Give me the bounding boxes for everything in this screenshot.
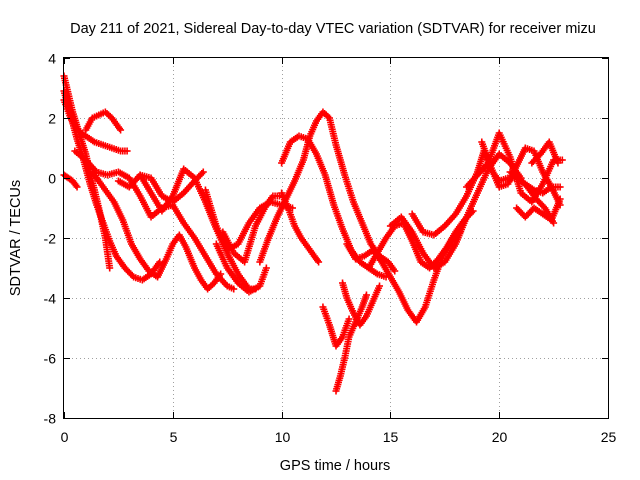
y-tick-label: 0 xyxy=(48,171,56,187)
series-arc-24 xyxy=(478,138,564,209)
y-tick-label: 2 xyxy=(48,111,56,127)
plus-marker xyxy=(106,264,114,272)
plus-marker xyxy=(376,282,384,290)
series-arc-18 xyxy=(339,279,384,329)
plus-marker xyxy=(72,182,80,189)
series-arc-12 xyxy=(212,240,270,296)
series-arc-15 xyxy=(278,189,323,266)
y-tick-label: -6 xyxy=(44,351,57,367)
axis-ticks: 0 5 10 15 20 25 -8 -6 -4 -2 0 2 4 xyxy=(44,51,617,446)
y-tick-label: -2 xyxy=(44,231,57,247)
y-tick-label: -8 xyxy=(44,411,57,427)
plus-marker xyxy=(345,315,353,323)
y-tick-label: 4 xyxy=(48,51,56,67)
plus-marker xyxy=(117,126,125,134)
plus-marker xyxy=(230,285,238,293)
plus-marker xyxy=(556,195,564,203)
x-tick-label: 10 xyxy=(275,429,291,445)
plus-marker xyxy=(262,264,270,272)
series-arc-6 xyxy=(71,147,238,293)
y-tick-label: -4 xyxy=(44,291,57,307)
series-arc-3 xyxy=(60,96,131,155)
series-arc-16 xyxy=(319,303,353,350)
x-axis-label: GPS time / hours xyxy=(280,458,390,474)
plus-marker xyxy=(115,125,123,132)
x-tick-label: 5 xyxy=(170,429,178,445)
chart-title: Day 211 of 2021, Sidereal Day-to-day VTE… xyxy=(70,21,596,37)
x-tick-label: 15 xyxy=(383,429,399,445)
plus-marker xyxy=(556,183,564,191)
plus-marker xyxy=(314,257,322,264)
plus-marker xyxy=(554,159,562,167)
plus-marker xyxy=(128,272,136,279)
plus-marker xyxy=(123,147,131,155)
plus-marker xyxy=(315,258,323,266)
data-series xyxy=(60,72,566,395)
series-arc-21 xyxy=(386,150,525,272)
plus-marker xyxy=(156,258,164,266)
plus-marker xyxy=(391,267,399,275)
x-tick-label: 0 xyxy=(61,429,69,445)
x-tick-label: 25 xyxy=(601,429,617,445)
plus-marker xyxy=(558,156,566,164)
plus-marker xyxy=(199,168,207,176)
x-tick-label: 20 xyxy=(492,429,508,445)
series-arc-27 xyxy=(528,138,562,167)
plus-marker xyxy=(73,183,81,191)
series-arc-4 xyxy=(82,108,125,134)
plus-marker xyxy=(217,270,225,278)
plus-marker xyxy=(362,291,370,299)
y-axis-label: SDTVAR / TECUs xyxy=(8,180,24,296)
plus-marker xyxy=(550,219,558,227)
series-arc-7 xyxy=(88,168,225,293)
plus-marker xyxy=(198,170,206,177)
plot-frame xyxy=(63,57,609,419)
grid-lines xyxy=(64,58,608,418)
series-arc-11 xyxy=(219,192,283,266)
series-arc-26 xyxy=(506,168,558,227)
